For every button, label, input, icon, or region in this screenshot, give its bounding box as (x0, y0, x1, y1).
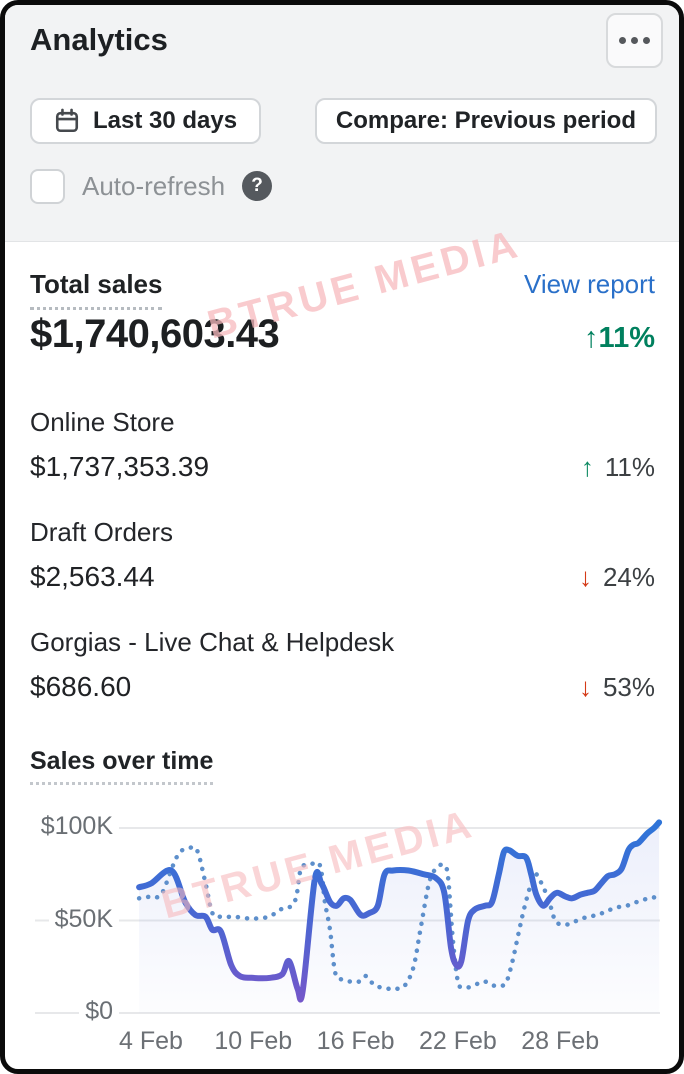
delta-percent: 11% (598, 322, 655, 354)
page-title: Analytics (30, 22, 168, 57)
breakdown-label: Gorgias - Live Chat & Helpdesk (30, 627, 395, 657)
breakdown-row: Online Store $1,737,353.39 ↑ 11% (30, 407, 655, 483)
metric-value-row: $1,740,603.43 ↑11% (30, 312, 655, 357)
date-range-button[interactable]: Last 30 days (30, 98, 262, 144)
breakdown-row: Gorgias - Live Chat & Helpdesk $686.60 ↓… (30, 627, 655, 703)
chart-x-axis: 4 Feb 10 Feb 16 Feb 22 Feb 28 Feb (5, 1027, 679, 1063)
delta-percent: 24% (602, 562, 655, 592)
breakdown-label: Draft Orders (30, 517, 174, 547)
auto-refresh-row: Auto-refresh ? (30, 167, 273, 205)
x-axis-tick: 22 Feb (418, 1027, 497, 1055)
breakdown-delta: ↓ 24% (579, 562, 655, 593)
help-icon[interactable]: ? (242, 171, 273, 201)
metric-title[interactable]: Total sales (30, 269, 163, 310)
calendar-icon (54, 108, 80, 134)
y-axis-tick: $0 (5, 996, 119, 1027)
x-axis-tick: 16 Feb (316, 1027, 395, 1055)
view-report-link[interactable]: View report (523, 269, 655, 299)
date-range-label: Last 30 days (93, 107, 238, 134)
ellipsis-icon (619, 37, 650, 44)
x-axis-tick: 4 Feb (119, 1027, 183, 1055)
breakdown-value: $2,563.44 (30, 561, 155, 592)
auto-refresh-checkbox[interactable] (30, 168, 65, 204)
sales-chart: $100K $50K $0 (5, 787, 679, 1033)
more-actions-button[interactable] (606, 13, 663, 68)
total-sales-delta: ↑11% (584, 322, 655, 355)
delta-arrow-icon: ↓ (578, 672, 592, 702)
compare-label: Compare: Previous period (335, 107, 636, 134)
delta-percent: 53% (602, 672, 655, 702)
breakdown-value: $1,737,353.39 (30, 451, 210, 482)
metric-header: Total sales View report (30, 269, 655, 310)
x-axis-tick: 10 Feb (214, 1027, 293, 1055)
breakdown-delta: ↑ 11% (581, 452, 655, 483)
breakdown-row: Draft Orders $2,563.44 ↓ 24% (30, 517, 655, 593)
auto-refresh-label: Auto-refresh (82, 170, 226, 201)
breakdown-delta: ↓ 53% (579, 672, 655, 703)
x-axis-tick: 28 Feb (521, 1027, 600, 1055)
chart-section-title[interactable]: Sales over time (30, 747, 214, 785)
delta-arrow-icon: ↓ (578, 562, 592, 592)
header: Analytics Last 30 days Compare: Previous… (5, 5, 679, 242)
delta-percent: 11% (604, 452, 655, 482)
up-arrow-icon: ↑ (584, 322, 599, 354)
y-axis-tick: $50K (5, 903, 119, 935)
breakdown-label: Online Store (30, 407, 175, 437)
total-sales-value: $1,740,603.43 (30, 312, 280, 356)
y-axis-tick: $100K (5, 811, 119, 842)
delta-arrow-icon: ↑ (580, 452, 594, 482)
compare-button[interactable]: Compare: Previous period (314, 98, 657, 144)
breakdown-value: $686.60 (30, 671, 132, 702)
sales-chart-svg (35, 819, 664, 1014)
